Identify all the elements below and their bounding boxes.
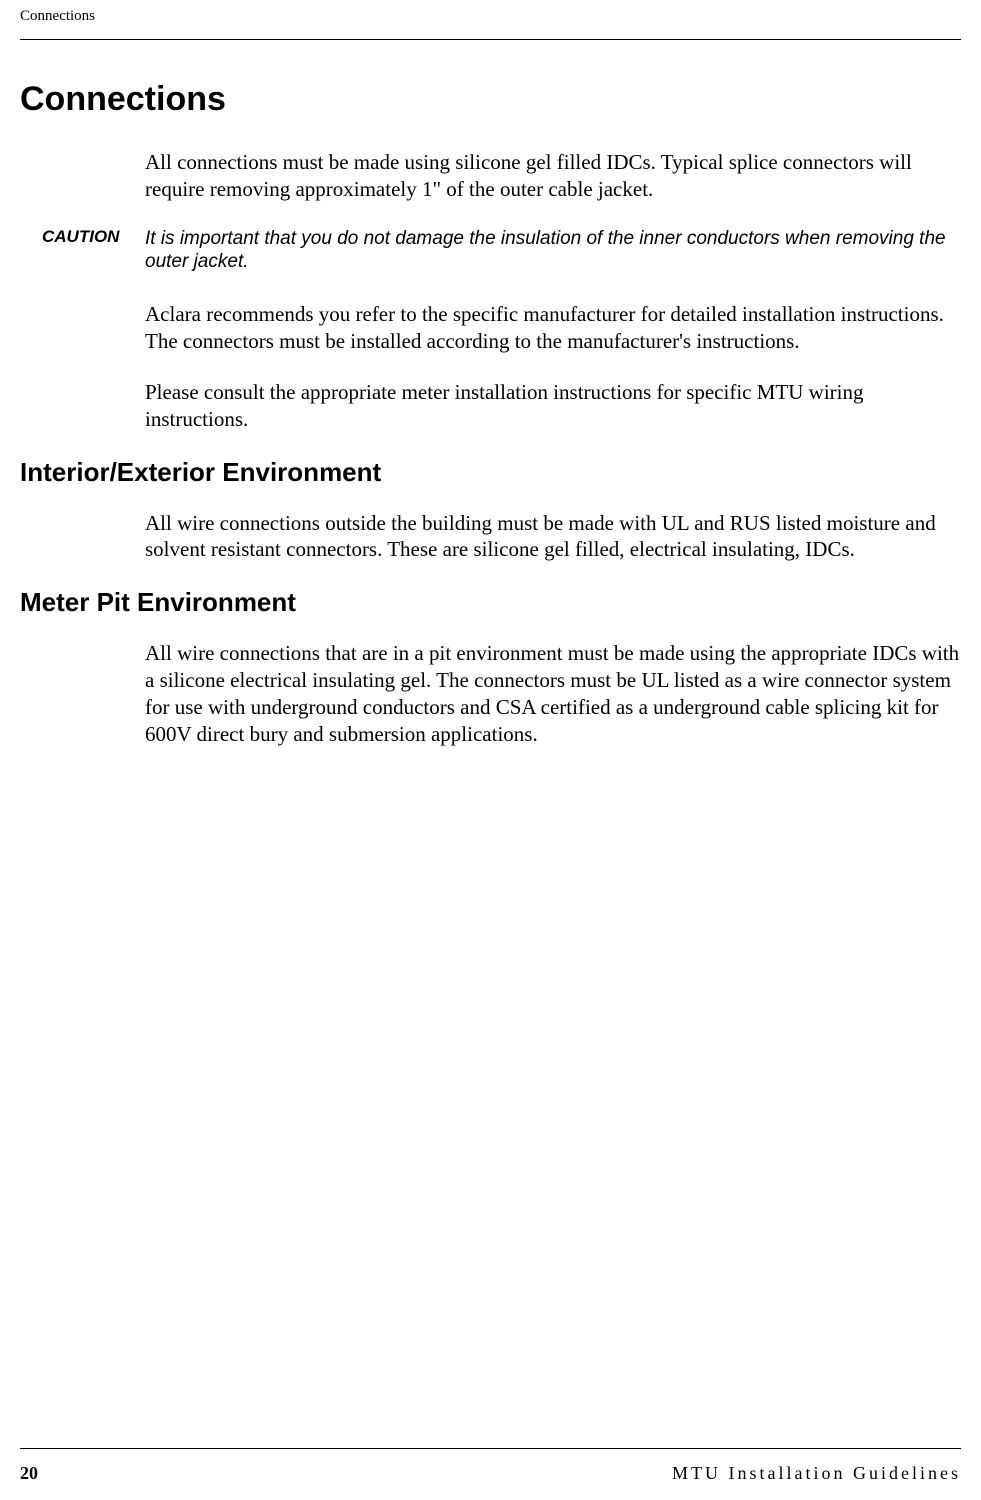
footer-rule <box>20 1448 961 1449</box>
header-rule <box>20 39 961 40</box>
section-title: Connections <box>20 80 961 119</box>
doc-title: MTU Installation Guidelines <box>672 1463 961 1484</box>
caution-block: CAUTION It is important that you do not … <box>20 227 961 273</box>
body-paragraph: All wire connections that are in a pit e… <box>145 640 961 748</box>
caution-label: CAUTION <box>20 227 132 273</box>
page-header: Connections <box>20 8 961 40</box>
caution-text: It is important that you do not damage t… <box>132 227 961 273</box>
page-content: Connections All connections must be made… <box>20 80 961 772</box>
page-number: 20 <box>20 1463 38 1484</box>
running-head: Connections <box>20 8 961 25</box>
body-paragraph: Please consult the appropriate meter ins… <box>145 379 961 433</box>
page-footer: 20 MTU Installation Guidelines <box>20 1448 961 1484</box>
body-paragraph: All wire connections outside the buildin… <box>145 510 961 564</box>
subsection-title: Meter Pit Environment <box>20 587 961 618</box>
intro-paragraph: All connections must be made using silic… <box>145 149 961 203</box>
subsection-title: Interior/Exterior Environment <box>20 457 961 488</box>
footer-content: 20 MTU Installation Guidelines <box>20 1463 961 1484</box>
body-paragraph: Aclara recommends you refer to the speci… <box>145 301 961 355</box>
